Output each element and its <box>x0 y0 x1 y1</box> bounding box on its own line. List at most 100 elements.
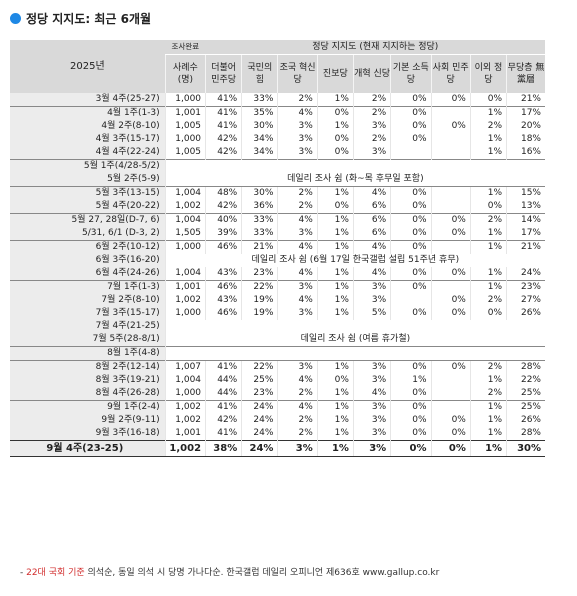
value-cell: 3% <box>352 440 391 457</box>
value-cell: 25% <box>506 387 545 401</box>
value-cell: 27% <box>506 294 545 307</box>
value-cell: 1,000 <box>164 133 206 146</box>
value-cell <box>430 200 471 214</box>
value-cell: 1% <box>469 267 507 281</box>
value-cell: 38% <box>205 440 242 457</box>
value-cell: 17% <box>506 227 545 241</box>
period-cell: 5월 1주(4/28-5/2) <box>10 159 166 173</box>
value-cell: 1,000 <box>164 387 206 401</box>
value-cell: 33% <box>241 213 278 227</box>
value-cell: 0% <box>430 414 471 427</box>
value-cell: 46% <box>205 307 242 320</box>
value-cell: 43% <box>205 267 242 281</box>
value-cell <box>430 400 471 414</box>
value-cell: 18% <box>506 133 545 146</box>
value-cell: 1% <box>316 240 354 254</box>
value-cell: 34% <box>241 146 278 160</box>
value-cell: 3% <box>277 146 318 160</box>
year-header: 2025년 <box>10 40 166 93</box>
value-cell: 4% <box>277 213 318 227</box>
value-cell: 4% <box>352 186 391 200</box>
column-header: 이외 정당 <box>469 54 507 93</box>
period-cell: 7월 5주(28-8/1) <box>10 333 166 347</box>
value-cell: 13% <box>506 200 545 214</box>
table-row: 7월 3주(15-17) 1,000 46% 19% 3% 1% 5% 0% 0% 0% 26% <box>10 307 545 320</box>
value-cell: 17% <box>506 106 545 120</box>
value-cell: 40% <box>205 213 242 227</box>
value-cell: 1,001 <box>164 280 206 294</box>
value-cell: 1,000 <box>164 93 206 107</box>
blue-dot-icon <box>10 12 21 24</box>
period-cell: 8월 2주(12-14) <box>10 360 166 374</box>
value-cell: 41% <box>205 93 242 107</box>
table-row: 7월 2주(8-10) 1,002 43% 19% 4% 1% 3% 0% 2% 27% <box>10 294 545 307</box>
value-cell: 0% <box>390 120 432 133</box>
table-row: 6월 3주(16-20) 데일리 조사 쉼 (6월 17일 한국갤럽 설립 51주… <box>10 254 545 267</box>
value-cell: 1% <box>316 414 354 427</box>
value-cell: 0% <box>390 307 432 320</box>
column-header: 기본 소득당 <box>390 54 432 93</box>
value-cell: 0% <box>430 227 471 241</box>
chart-title: 정당 지지도: 최근 6개월 <box>10 9 151 27</box>
value-cell: 1,002 <box>164 414 206 427</box>
value-cell: 28% <box>506 427 545 441</box>
value-cell: 0% <box>430 120 471 133</box>
value-cell: 26% <box>506 414 545 427</box>
value-cell: 0% <box>316 374 354 387</box>
value-cell: 26% <box>506 307 545 320</box>
value-cell: 0% <box>390 387 432 401</box>
value-cell: 42% <box>205 133 242 146</box>
value-cell: 0% <box>390 414 432 427</box>
value-cell: 1,002 <box>164 400 206 414</box>
value-cell: 42% <box>205 414 242 427</box>
value-cell: 3% <box>277 307 318 320</box>
value-cell: 1% <box>316 307 354 320</box>
value-cell: 22% <box>241 360 278 374</box>
period-cell: 8월 1주(4-8) <box>10 346 166 361</box>
value-cell: 3% <box>277 120 318 133</box>
value-cell: 43% <box>205 294 242 307</box>
value-cell <box>430 240 471 254</box>
value-cell: 0% <box>430 440 471 457</box>
value-cell: 1,505 <box>164 227 206 241</box>
table-row: 9월 2주(9-11) 1,002 42% 24% 2% 1% 3% 0% 0% 1% 26% <box>10 414 545 427</box>
value-cell: 2% <box>277 387 318 401</box>
value-cell: 0% <box>390 280 432 294</box>
period-cell: 5월 3주(13-15) <box>10 186 166 200</box>
value-cell: 1% <box>469 227 507 241</box>
value-cell: 1% <box>469 106 507 120</box>
value-cell: 3% <box>352 146 391 160</box>
value-cell: 46% <box>205 280 242 294</box>
value-cell <box>430 374 471 387</box>
value-cell <box>430 280 471 294</box>
value-cell: 4% <box>277 294 318 307</box>
value-cell: 33% <box>241 227 278 241</box>
period-cell: 9월 4주(23-25) <box>10 440 166 457</box>
period-cell: 8월 4주(26-28) <box>10 387 166 401</box>
value-cell: 24% <box>241 427 278 441</box>
value-cell <box>390 146 432 160</box>
value-cell: 2% <box>277 200 318 214</box>
value-cell: 4% <box>352 240 391 254</box>
value-cell: 2% <box>469 213 507 227</box>
value-cell: 34% <box>241 133 278 146</box>
table-row: 4월 3주(15-17) 1,000 42% 34% 3% 0% 2% 0% 1% 18% <box>10 133 545 146</box>
value-cell <box>430 146 471 160</box>
value-cell: 0% <box>430 267 471 281</box>
column-header: 진보당 <box>316 54 354 93</box>
party-support-group-header: 정당 지지도 (현재 지지하는 정당) <box>205 40 545 55</box>
value-cell: 0% <box>316 200 354 214</box>
value-cell: 1% <box>316 227 354 241</box>
value-cell <box>430 106 471 120</box>
value-cell: 2% <box>469 360 507 374</box>
value-cell: 0% <box>430 307 471 320</box>
value-cell: 1,007 <box>164 360 206 374</box>
value-cell: 0% <box>390 227 432 241</box>
footer-note: - 22대 국회 기준 의석순, 동일 의석 시 당명 가나다순. 한국갤럽 데… <box>20 565 439 578</box>
value-cell: 33% <box>241 93 278 107</box>
value-cell: 0% <box>430 360 471 374</box>
value-cell: 0% <box>390 240 432 254</box>
value-cell: 1% <box>316 360 354 374</box>
value-cell: 1% <box>469 240 507 254</box>
value-cell: 0% <box>390 213 432 227</box>
